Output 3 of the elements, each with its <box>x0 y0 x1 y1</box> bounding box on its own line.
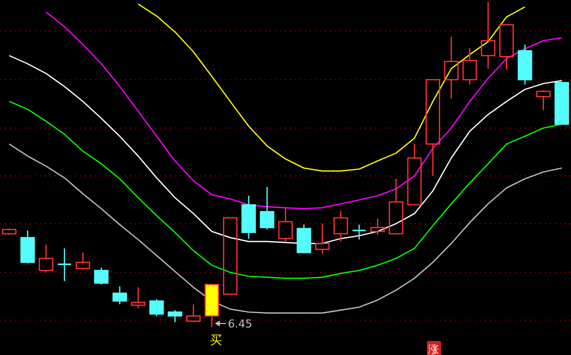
annotation: 买 <box>210 333 222 347</box>
annotation: 6.45 <box>228 318 252 330</box>
annotation-badge: 涨 <box>427 341 441 355</box>
